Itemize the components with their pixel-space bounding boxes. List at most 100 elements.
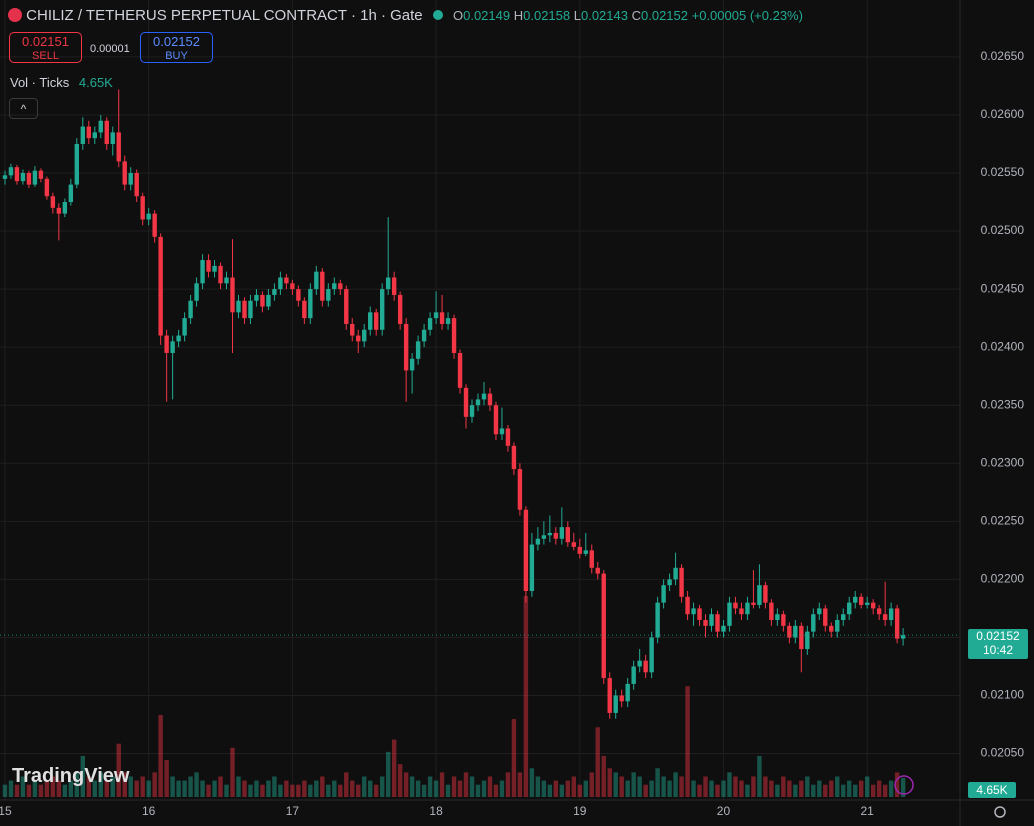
- volume-bar: [457, 780, 463, 797]
- volume-bar: [206, 784, 211, 797]
- candle-body: [882, 614, 888, 621]
- candle-body: [619, 695, 624, 702]
- candle-body: [116, 132, 121, 162]
- candle-body: [775, 614, 780, 621]
- candle-body: [541, 535, 547, 539]
- volume-bar: [20, 776, 26, 797]
- candle-body: [673, 567, 678, 580]
- candle-body: [829, 625, 834, 632]
- candle-body: [26, 173, 32, 185]
- volume-bar: [823, 784, 828, 797]
- volume-bar: [385, 751, 391, 797]
- open: 0.02149: [463, 8, 511, 23]
- candle-body: [158, 236, 163, 336]
- volume-bar: [152, 772, 157, 797]
- volume-bar: [14, 784, 20, 797]
- volume-bar: [8, 780, 14, 797]
- candle-body: [463, 387, 469, 417]
- candle-body: [397, 294, 403, 324]
- candle-body: [637, 660, 642, 667]
- x-tick-label: 17: [286, 804, 300, 818]
- collapse-button[interactable]: ^: [9, 98, 38, 119]
- candle-body: [320, 271, 325, 301]
- last-volume-label: 4.65K: [968, 782, 1016, 798]
- candle-body: [44, 178, 50, 197]
- volume-bar: [541, 780, 547, 797]
- volume-bar: [894, 772, 900, 797]
- buy-label: BUY: [165, 50, 188, 62]
- o-label: O: [452, 8, 464, 23]
- volume-bar: [853, 784, 858, 797]
- candle-body: [655, 602, 660, 638]
- volume-bar: [415, 780, 421, 797]
- volume-bar: [499, 780, 505, 797]
- candle-body: [14, 167, 20, 182]
- volume-bar: [733, 776, 738, 797]
- volume-bar: [356, 784, 361, 797]
- candle-body: [445, 318, 451, 324]
- candle-body: [433, 312, 439, 319]
- symbol[interactable]: CHILIZ / TETHERUS PERPETUAL CONTRACT · 1…: [26, 7, 423, 24]
- candle-body: [182, 318, 187, 336]
- volume-bar: [242, 780, 247, 797]
- candle-body: [92, 132, 97, 139]
- volume-bar: [170, 776, 175, 797]
- volume-bar: [158, 714, 163, 797]
- volume-bar: [140, 776, 145, 797]
- volume-bar: [26, 784, 32, 797]
- volume-bar: [74, 772, 80, 797]
- candle-body: [853, 596, 858, 603]
- candle-body: [601, 573, 606, 679]
- volume-bar: [805, 776, 810, 797]
- volume-bar: [379, 776, 385, 797]
- candle-body: [631, 666, 636, 684]
- candle-body: [356, 335, 361, 342]
- candle-body: [403, 323, 409, 371]
- volume-bar: [625, 780, 630, 797]
- volume-bar: [409, 776, 415, 797]
- volume-bar: [110, 776, 115, 797]
- candle-body: [326, 289, 331, 301]
- candle-body: [499, 428, 505, 435]
- candle-body: [493, 405, 499, 435]
- spread: 0.00001: [90, 43, 130, 55]
- x-tick-label: 16: [142, 804, 156, 818]
- volume-bar: [272, 776, 277, 797]
- y-tick-label: 0.02300: [981, 455, 1025, 469]
- candle-body: [32, 170, 38, 185]
- candle-body: [469, 405, 475, 417]
- candle-body: [242, 300, 247, 319]
- volume-bar: [799, 780, 804, 797]
- change: +0.00005 (+0.23%): [691, 8, 803, 23]
- volume-bar: [469, 776, 475, 797]
- candle-body: [379, 289, 385, 330]
- buy-button[interactable]: 0.02152 BUY: [140, 32, 213, 63]
- volume-bar: [236, 776, 241, 797]
- candle-body: [643, 660, 648, 673]
- volume-bar: [200, 780, 205, 797]
- candle-body: [56, 207, 62, 214]
- candle-body: [727, 602, 732, 626]
- volume-bar: [781, 776, 786, 797]
- candle-body: [302, 300, 307, 319]
- candle-body: [80, 126, 86, 144]
- candle-body: [38, 170, 44, 179]
- candle-body: [266, 294, 271, 307]
- volume-bar: [553, 780, 559, 797]
- volume-bar: [829, 780, 834, 797]
- candle-body: [787, 625, 792, 638]
- sell-button[interactable]: 0.02151 SELL: [9, 32, 82, 63]
- volume-bar: [32, 780, 38, 797]
- volume-bar: [439, 772, 445, 797]
- candle-body: [272, 289, 277, 295]
- volume-bar: [260, 784, 265, 797]
- candle-body: [691, 608, 696, 615]
- volume-bar: [613, 772, 618, 797]
- last-price-label: 0.02152 10:42: [968, 629, 1028, 659]
- volume-bar: [86, 776, 91, 797]
- volume-bar: [559, 784, 565, 797]
- volume-bar: [194, 772, 199, 797]
- candle-body: [733, 602, 738, 609]
- volume-bar: [523, 595, 529, 797]
- buy-price: 0.02152: [153, 34, 200, 49]
